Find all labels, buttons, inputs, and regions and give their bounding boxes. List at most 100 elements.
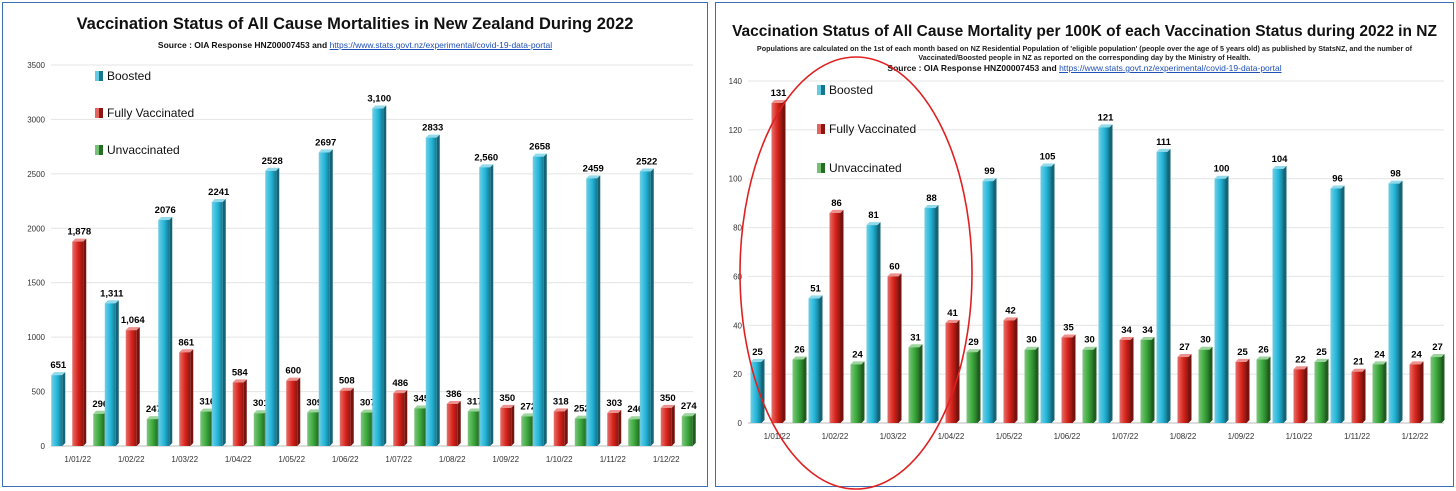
bar-side-boosted: [1283, 165, 1287, 423]
data-label-unvaccinated: 274: [681, 401, 698, 412]
data-label-fully-vaccinated: 1,064: [121, 315, 145, 326]
y-tick-label: 2000: [27, 224, 45, 233]
bar-boosted: [372, 108, 384, 447]
bar-fully-vaccinated: [286, 380, 298, 446]
bar-side-fully-vaccinated: [1246, 358, 1250, 423]
bar-fully-vaccinated: [232, 382, 244, 446]
bar-fully-vaccinated: [829, 212, 841, 423]
bar-unvaccinated: [414, 408, 426, 446]
bar-top-boosted: [1040, 163, 1055, 167]
bar-top-boosted: [1098, 124, 1113, 128]
bar-unvaccinated: [1430, 357, 1442, 423]
y-tick-label: 3500: [27, 61, 45, 70]
x-tick-label: 1/06/22: [332, 455, 359, 464]
bar-top-fully-vaccinated: [607, 410, 622, 414]
bar-boosted: [479, 167, 491, 446]
bar-side-boosted: [877, 222, 881, 423]
bar-side-fully-vaccinated: [1420, 361, 1424, 423]
bar-side-unvaccinated: [1383, 361, 1387, 423]
data-label-unvaccinated: 24: [1374, 349, 1385, 360]
data-label-fully-vaccinated: 60: [889, 261, 900, 272]
bar-side-unvaccinated: [977, 349, 981, 423]
data-label-fully-vaccinated: 27: [1179, 342, 1190, 353]
bar-top-unvaccinated: [966, 349, 981, 353]
right-source-prefix: Source : OIA Response HNZ00007453 and: [887, 63, 1057, 73]
right-source-link[interactable]: https://www.stats.govt.nz/experimental/c…: [1059, 63, 1282, 73]
left-bar-chart: 0 500 1000 1500 2000 2500 3000 3500 651 1,878 296 1…: [27, 61, 698, 464]
legend-swatch-side-unvaccinated: [99, 145, 103, 155]
data-label-boosted: 2076: [155, 205, 176, 216]
data-label-unvaccinated: 301: [253, 398, 270, 409]
bar-top-unvaccinated: [1372, 361, 1387, 365]
data-label-boosted: 1,311: [100, 288, 124, 299]
bar-side-boosted: [935, 205, 939, 423]
bar-top-boosted: [51, 372, 66, 376]
bar-top-unvaccinated: [681, 413, 696, 417]
data-label-fully-vaccinated: 34: [1121, 325, 1132, 336]
data-label-unvaccinated: 317: [467, 396, 483, 407]
data-label-boosted: 99: [984, 166, 995, 177]
bar-boosted: [866, 225, 878, 423]
bar-top-unvaccinated: [1430, 354, 1445, 358]
bar-side-unvaccinated: [803, 356, 807, 423]
bar-boosted: [1214, 178, 1226, 423]
bar-top-unvaccinated: [574, 415, 589, 419]
y-tick-label: 60: [733, 272, 742, 281]
data-label-boosted: 51: [810, 283, 821, 294]
legend-label-unvaccinated: Unvaccinated: [829, 161, 902, 175]
data-label-fully-vaccinated: 24: [1411, 349, 1422, 360]
bar-fully-vaccinated: [1061, 337, 1073, 423]
bar-top-unvaccinated: [253, 410, 268, 414]
data-label-unvaccinated: 30: [1084, 335, 1095, 346]
bar-boosted: [104, 303, 116, 446]
bar-top-boosted: [808, 295, 823, 299]
bar-top-unvaccinated: [414, 405, 429, 409]
bar-top-fully-vaccinated: [72, 238, 87, 242]
bar-top-fully-vaccinated: [1061, 334, 1076, 338]
bar-top-unvaccinated: [360, 409, 375, 413]
left-source-prefix: Source : OIA Response HNZ00007453 and: [157, 40, 328, 50]
bar-top-unvaccinated: [521, 413, 536, 417]
data-label-boosted: 2697: [315, 137, 336, 148]
bar-top-boosted: [211, 199, 226, 203]
left-chart-panel: Vaccination Status of All Cause Mortalit…: [2, 2, 708, 487]
x-tick-label: 1/08/22: [439, 455, 466, 464]
data-label-unvaccinated: 26: [1258, 344, 1269, 355]
x-tick-label: 1/12/22: [653, 455, 680, 464]
data-label-fully-vaccinated: 486: [392, 378, 408, 389]
data-label-boosted: 121: [1098, 112, 1115, 123]
legend-swatch-boosted: [817, 85, 821, 95]
x-tick-label: 1/01/22: [764, 432, 791, 441]
data-label-boosted: 88: [926, 193, 937, 204]
bar-top-unvaccinated: [1024, 346, 1039, 350]
bar-side-unvaccinated: [1151, 336, 1155, 423]
legend-swatch-side-fully-vaccinated: [821, 124, 825, 134]
data-label-boosted: 2528: [262, 156, 283, 167]
bar-top-fully-vaccinated: [945, 319, 960, 323]
bar-top-fully-vaccinated: [771, 99, 786, 103]
bar-top-fully-vaccinated: [1293, 366, 1308, 370]
bar-top-fully-vaccinated: [1177, 354, 1192, 358]
bar-fully-vaccinated: [1351, 371, 1363, 423]
bar-side-fully-vaccinated: [782, 99, 786, 423]
bar-side-unvaccinated: [1325, 358, 1329, 423]
bar-fully-vaccinated: [446, 403, 458, 446]
left-source-link[interactable]: https://www.stats.govt.nz/experimental/c…: [329, 40, 553, 50]
x-tick-label: 1/02/22: [822, 432, 849, 441]
data-label-boosted: 96: [1332, 173, 1343, 184]
bar-top-boosted: [532, 153, 547, 157]
bar-top-unvaccinated: [908, 344, 923, 348]
bar-top-boosted: [1388, 180, 1403, 184]
bar-top-fully-vaccinated: [500, 404, 515, 408]
x-tick-label: 1/03/22: [880, 432, 907, 441]
x-tick-label: 1/01/22: [64, 455, 91, 464]
right-chart-source: Source : OIA Response HNZ00007453 and ht…: [716, 63, 1453, 73]
bar-unvaccinated: [93, 413, 105, 446]
bar-top-unvaccinated: [1082, 346, 1097, 350]
bar-fully-vaccinated: [72, 241, 84, 446]
bar-boosted: [808, 298, 820, 423]
y-tick-label: 500: [32, 388, 46, 397]
bar-top-unvaccinated: [628, 416, 643, 420]
bar-top-fully-vaccinated: [553, 408, 568, 412]
bar-side-fully-vaccinated: [564, 408, 568, 446]
